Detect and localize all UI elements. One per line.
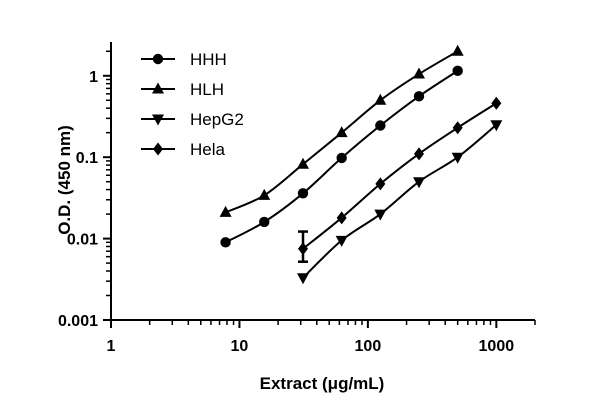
data-point-hepg2	[490, 120, 503, 132]
series-layer	[219, 44, 503, 285]
legend-label: Hela	[190, 140, 226, 159]
data-point-hepg2	[335, 235, 348, 247]
series-hepg2	[297, 120, 503, 285]
y-tick-label: 0.001	[58, 313, 98, 330]
data-point-hhh	[452, 65, 463, 77]
axes: 1 10 100 1000 0.001 0.01 0.1 1	[58, 42, 536, 355]
data-point-hhh	[259, 216, 270, 228]
legend-item-hela: Hela	[141, 140, 226, 159]
x-axis-title: Extract (μg/mL)	[260, 374, 385, 393]
legend-label: HLH	[190, 80, 224, 99]
data-point-hela	[491, 96, 502, 110]
data-point-hepg2	[451, 152, 464, 164]
data-point-hhh	[336, 152, 347, 164]
series-hela	[298, 96, 502, 263]
data-point-hela	[452, 121, 463, 135]
data-point-hlh	[451, 44, 464, 56]
x-tick-label: 10	[231, 338, 249, 355]
data-point-hela	[375, 177, 386, 191]
data-point-hepg2	[297, 273, 310, 285]
legend-marker	[152, 114, 164, 126]
y-tick-label: 0.1	[76, 150, 98, 167]
data-point-hela	[414, 147, 425, 161]
data-point-hhh	[375, 120, 386, 131]
data-point-hlh	[335, 126, 348, 138]
legend-marker	[152, 53, 164, 65]
data-point-hlh	[297, 157, 310, 169]
data-point-hhh	[413, 91, 425, 102]
x-tick-label: 1	[107, 338, 116, 355]
legend-item-hhh: HHH	[141, 50, 227, 69]
series-line-hela	[302, 102, 497, 250]
y-tick-label: 1	[89, 69, 98, 86]
legend-item-hepg2: HepG2	[141, 110, 244, 129]
y-axis-title: O.D. (450 nm)	[55, 125, 74, 235]
legend-item-hlh: HLH	[141, 80, 224, 99]
series-hlh	[219, 44, 464, 217]
series-line-hepg2	[302, 124, 497, 279]
data-point-hepg2	[413, 177, 426, 189]
data-point-hlh	[258, 188, 271, 200]
data-point-hela	[298, 242, 309, 256]
data-point-hlh	[374, 93, 387, 105]
data-point-hlh	[219, 205, 232, 217]
x-tick-label: 100	[355, 338, 382, 355]
legend-label: HHH	[190, 50, 227, 69]
legend-marker	[153, 142, 163, 156]
data-point-hhh	[220, 237, 231, 248]
data-point-hela	[336, 211, 347, 225]
legend: HHH HLH HepG2 Hela	[141, 50, 244, 159]
legend-label: HepG2	[190, 110, 244, 129]
data-point-hlh	[413, 67, 426, 79]
x-tick-label: 1000	[479, 338, 515, 355]
data-point-hhh	[297, 188, 309, 199]
data-point-hepg2	[374, 209, 387, 221]
series-hhh	[220, 65, 463, 248]
y-tick-label: 0.01	[67, 232, 98, 249]
legend-marker	[152, 82, 164, 94]
